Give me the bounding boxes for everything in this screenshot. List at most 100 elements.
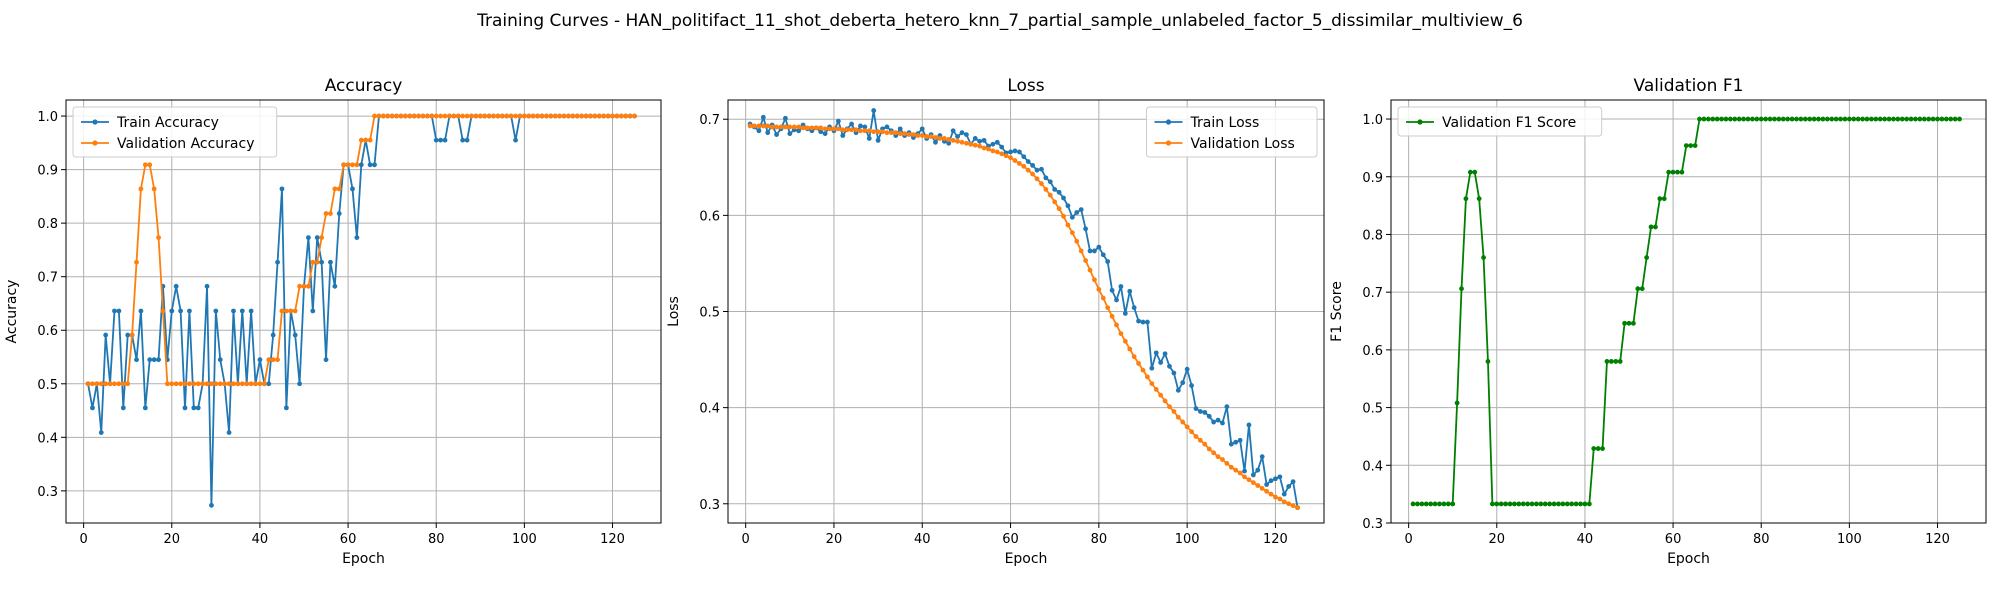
loss-data-point [796, 128, 802, 134]
f1-data-point [1816, 116, 1821, 122]
accuracy-data-point [116, 381, 122, 387]
accuracy-data-point [336, 186, 342, 192]
loss-data-point [1153, 386, 1159, 392]
loss-data-point [1281, 491, 1287, 497]
loss-data-point [1264, 488, 1270, 494]
accuracy-data-point [389, 113, 395, 119]
loss-data-point [1167, 363, 1172, 369]
chart-panels: 0 20 40 60 80 100 120 0.3 0.4 0.5 0.6 0.7 0.8 0.9 1.0 A… [4, 76, 1987, 567]
loss-data-point [1273, 494, 1278, 500]
accuracy-data-point [244, 381, 250, 387]
loss-data-point [791, 124, 797, 130]
figure-suptitle: Training Curves - HAN_politifact_11_shot… [476, 11, 1523, 31]
loss-data-point [1069, 214, 1075, 220]
f1-data-point [1516, 501, 1522, 507]
accuracy-data-point [407, 113, 413, 119]
accuracy-data-point [231, 381, 236, 387]
f1-data-point [1882, 116, 1888, 122]
loss-data-point [955, 138, 960, 144]
f1-data-point [1547, 501, 1553, 507]
accuracy-data-point [367, 137, 373, 143]
f1-data-point [1613, 359, 1619, 364]
loss-data-point [1286, 484, 1292, 489]
loss-data-point [1242, 468, 1247, 474]
loss-data-point [1140, 319, 1146, 325]
accuracy-data-point [226, 430, 232, 435]
loss-data-point [972, 136, 978, 141]
accuracy-data-point [323, 357, 329, 363]
accuracy-data-point [178, 308, 183, 314]
loss-data-point [1184, 366, 1190, 372]
accuracy-data-point [627, 113, 633, 119]
accuracy-data-point [499, 113, 505, 119]
f1-data-point [1556, 501, 1561, 507]
f1-data-point [1842, 116, 1848, 122]
loss-data-point [774, 124, 779, 130]
loss-data-point [946, 137, 952, 142]
loss-y-tick-label: 0.3 [699, 498, 720, 513]
loss-data-point [782, 124, 788, 130]
f1-data-point [1952, 116, 1958, 122]
loss-data-point [827, 126, 832, 132]
loss-data-point [1180, 380, 1186, 386]
accuracy-y-tick-label: 0.3 [37, 485, 58, 500]
loss-data-point [1233, 439, 1239, 445]
f1-y-tick-label: 0.7 [1362, 286, 1383, 301]
accuracy-data-point [98, 381, 104, 387]
f1-y-tick-label: 0.9 [1362, 171, 1383, 186]
accuracy-data-point [151, 186, 157, 192]
f1-x-tick-label: 40 [1577, 532, 1594, 547]
loss-data-point [1025, 159, 1031, 164]
accuracy-y-tick-label: 0.5 [37, 378, 58, 393]
f1-y-axis-label: F1 Score [1329, 281, 1345, 342]
f1-data-point [1820, 116, 1826, 122]
f1-data-point [1419, 501, 1425, 507]
accuracy-data-point [125, 381, 131, 387]
loss-data-point [1215, 417, 1221, 423]
f1-data-point [1648, 224, 1654, 230]
f1-data-point [1467, 169, 1473, 175]
loss-data-point [747, 123, 753, 129]
loss-data-point [774, 132, 779, 138]
accuracy-data-point [187, 308, 192, 314]
accuracy-data-point [217, 357, 223, 363]
loss-data-point [1286, 501, 1292, 507]
accuracy-legend-label: Validation Accuracy [117, 136, 255, 152]
accuracy-data-point [213, 308, 219, 314]
loss-data-point [844, 127, 850, 133]
f1-data-point [1829, 116, 1835, 122]
loss-data-point [1145, 319, 1150, 325]
loss-data-point [787, 124, 793, 130]
accuracy-data-point [94, 381, 100, 387]
f1-data-point [1736, 116, 1742, 122]
accuracy-data-point [592, 113, 598, 119]
f1-data-point [1428, 501, 1434, 507]
accuracy-data-point [195, 405, 201, 411]
accuracy-data-point [292, 308, 298, 314]
accuracy-data-point [574, 113, 580, 119]
loss-data-point [1118, 331, 1124, 337]
loss-data-point [862, 124, 868, 130]
loss-x-tick-label: 0 [742, 532, 750, 547]
loss-data-point [1259, 485, 1265, 491]
f1-data-point [1441, 501, 1447, 507]
f1-y-tick-label: 0.5 [1362, 402, 1383, 417]
accuracy-data-point [411, 113, 417, 119]
f1-data-point [1507, 501, 1513, 507]
loss-data-point [1039, 181, 1044, 187]
accuracy-x-tick-label: 120 [600, 532, 625, 547]
loss-data-point [1189, 429, 1194, 435]
f1-data-point [1542, 501, 1548, 507]
accuracy-data-point [98, 430, 104, 435]
loss-data-point [800, 125, 806, 131]
f1-data-point [1481, 255, 1486, 260]
accuracy-data-point [191, 381, 197, 387]
accuracy-data-point [350, 186, 355, 192]
loss-data-point [822, 131, 828, 137]
f1-y-tick-label: 0.3 [1362, 517, 1383, 532]
loss-data-point [1175, 387, 1181, 393]
loss-data-point [1220, 420, 1225, 426]
accuracy-data-point [90, 381, 95, 387]
loss-data-point [1061, 213, 1066, 219]
